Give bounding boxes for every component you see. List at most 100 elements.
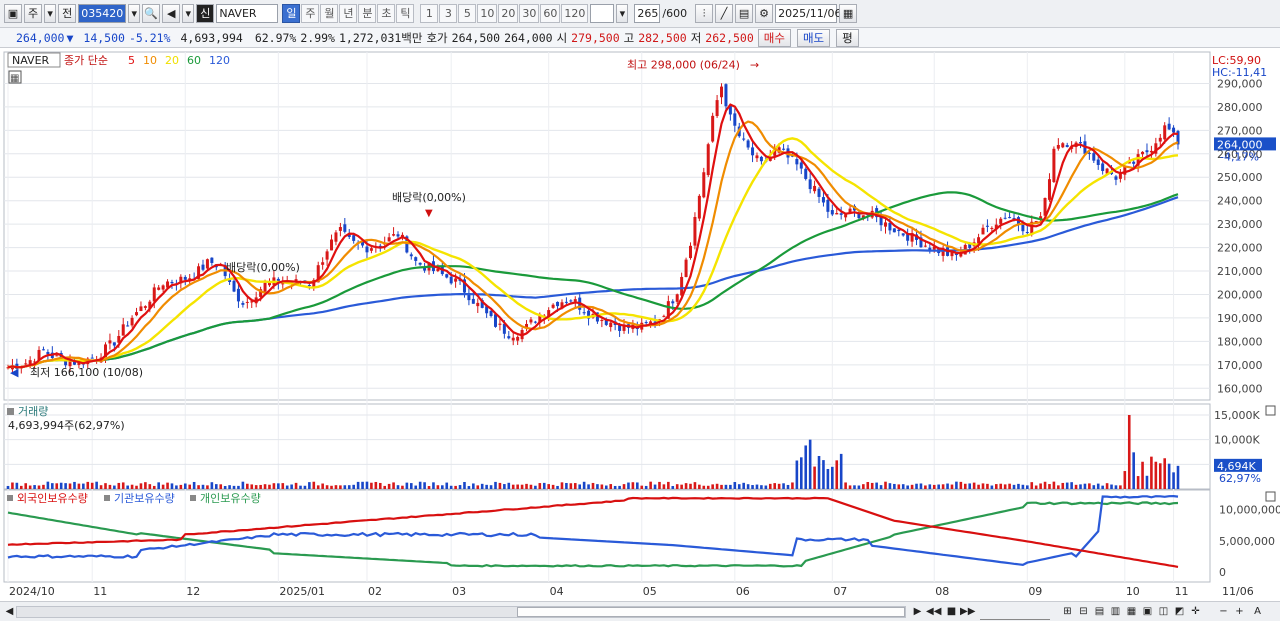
layout-icon-3[interactable]: ▤ xyxy=(1094,606,1105,617)
sound-dropdown-icon[interactable]: ▾ xyxy=(182,4,195,23)
layout-icon-4[interactable]: ▥ xyxy=(1110,606,1121,617)
calendar-icon[interactable]: ▦ xyxy=(839,4,858,23)
layout-icon-6[interactable]: ▣ xyxy=(1142,606,1153,617)
layout-icon-2[interactable]: ⊟ xyxy=(1079,606,1088,617)
candle-body xyxy=(1163,125,1167,140)
candle-body xyxy=(259,289,263,297)
layout-icon-7[interactable]: ◫ xyxy=(1158,606,1169,617)
volume-bar xyxy=(578,484,582,489)
volume-panel-close-icon[interactable] xyxy=(1265,405,1276,416)
interval-tab-3[interactable]: 3 xyxy=(439,4,458,23)
period-tab-5[interactable]: 초 xyxy=(377,4,396,23)
volume-bar xyxy=(817,455,821,489)
stock-name-field[interactable]: NAVER xyxy=(216,4,279,23)
stop-icon[interactable]: ■ xyxy=(946,606,957,617)
current-pct-label: -4,17% xyxy=(1220,150,1259,163)
volume-bar xyxy=(28,485,32,489)
ma-10-line xyxy=(7,120,1179,369)
volume-bar xyxy=(82,483,85,489)
interval-tab-120[interactable]: 120 xyxy=(561,4,589,23)
candle-body xyxy=(720,86,724,98)
candle-body xyxy=(476,302,480,307)
font-size-icon[interactable]: A xyxy=(1254,606,1261,617)
layout-icon-8[interactable]: ◩ xyxy=(1174,606,1185,617)
zoom-slider[interactable] xyxy=(980,604,1050,620)
interval-dropdown-icon[interactable]: ▾ xyxy=(616,4,629,23)
candle-body xyxy=(343,224,347,232)
candle-body xyxy=(994,224,998,230)
volume-bar xyxy=(206,485,209,489)
candle-body xyxy=(839,213,843,215)
new-stock-button[interactable]: 신 xyxy=(196,4,215,23)
settings-icon[interactable]: ⚙ xyxy=(755,4,774,23)
interval-custom-input[interactable] xyxy=(590,4,615,23)
eval-button[interactable]: 평 xyxy=(836,28,859,47)
period-tab-2[interactable]: 월 xyxy=(320,4,339,23)
candle-body xyxy=(1079,142,1082,144)
candle-body xyxy=(897,229,901,232)
legend-table-icon[interactable] xyxy=(8,70,22,84)
candle-body xyxy=(653,321,657,323)
holdings-panel-close-icon[interactable] xyxy=(1265,491,1276,502)
buy-button[interactable]: 매수 xyxy=(757,28,791,47)
date-input[interactable]: 2025/11/06 xyxy=(775,4,841,23)
period-tab-1[interactable]: 주 xyxy=(301,4,320,23)
period-tab-4[interactable]: 분 xyxy=(358,4,377,23)
interval-tab-30[interactable]: 30 xyxy=(519,4,540,23)
volume-bar xyxy=(1039,483,1042,489)
prev-button[interactable]: 전 xyxy=(58,4,77,23)
interval-tabs: 1 3 5 10 20 30 60 120 xyxy=(420,4,589,23)
sound-icon[interactable]: ◀ xyxy=(162,4,181,23)
interval-tab-20[interactable]: 20 xyxy=(498,4,519,23)
scrollbar-track[interactable] xyxy=(16,606,906,618)
volume-bar xyxy=(698,484,701,489)
footer-bar: ◀ ▶ ◀◀ ■ ▶▶ ⊞ ⊟ ▤ ▥ ▦ ▣ ◫ ◩ ✛ − + A xyxy=(0,601,1280,621)
period-tab-3[interactable]: 년 xyxy=(339,4,358,23)
chart-type-icon[interactable]: ⫶ xyxy=(695,4,714,23)
volume-bar xyxy=(339,485,342,489)
interval-tab-5[interactable]: 5 xyxy=(458,4,477,23)
volume-bar xyxy=(1096,483,1100,489)
count-input[interactable]: 265 xyxy=(634,4,661,23)
candle-body xyxy=(361,240,365,246)
rewind-icon[interactable]: ◀◀ xyxy=(926,606,942,617)
candle-body xyxy=(848,208,852,213)
current-price-tag xyxy=(1214,137,1276,151)
volume-bar xyxy=(463,481,466,489)
stock-chart[interactable]: 160,000 170,000 180,000 190,000 200,000 210,0… xyxy=(0,49,1280,601)
scroll-left-icon[interactable]: ◀ xyxy=(5,606,14,617)
volume-bar xyxy=(777,483,781,489)
window-menu-icon[interactable]: ▣ xyxy=(4,4,22,23)
volume-bar xyxy=(853,485,856,489)
stock-code-input[interactable]: 035420 xyxy=(78,4,127,23)
date-tick-label: 11 xyxy=(93,585,107,598)
zoom-out-icon[interactable]: − xyxy=(1219,606,1228,617)
crosshair-icon[interactable]: ✛ xyxy=(1191,606,1200,617)
market-dropdown-icon[interactable]: ▾ xyxy=(44,4,57,23)
interval-tab-60[interactable]: 60 xyxy=(540,4,561,23)
forward-icon[interactable]: ▶▶ xyxy=(960,606,976,617)
market-select[interactable]: 주 xyxy=(24,4,43,23)
interval-tab-10[interactable]: 10 xyxy=(477,4,498,23)
code-dropdown-icon[interactable]: ▾ xyxy=(128,4,141,23)
period-tab-6[interactable]: 틱 xyxy=(396,4,415,23)
candle-body xyxy=(932,246,936,250)
period-tab-0[interactable]: 일 xyxy=(282,4,301,23)
holdings-legend-swatch xyxy=(7,495,13,501)
volume-bar xyxy=(161,484,165,489)
volume-bar xyxy=(494,481,497,489)
zoom-in-icon[interactable]: + xyxy=(1235,606,1244,617)
interval-tab-1[interactable]: 1 xyxy=(420,4,439,23)
search-icon[interactable]: 🔍 xyxy=(142,4,161,23)
candle-body xyxy=(157,287,161,290)
sell-button[interactable]: 매도 xyxy=(796,28,831,47)
layout-icon-1[interactable]: ⊞ xyxy=(1063,606,1072,617)
scroll-right-icon[interactable]: ▶ xyxy=(913,606,922,617)
current-price: 264,000 xyxy=(16,30,65,45)
scrollbar-thumb[interactable] xyxy=(517,607,905,617)
layout-icon-5[interactable]: ▦ xyxy=(1126,606,1137,617)
candle-body xyxy=(507,336,511,339)
save-icon[interactable]: ▤ xyxy=(735,4,754,23)
draw-tool-icon[interactable]: ╱ xyxy=(715,4,734,23)
price-tick-label: 160,000 xyxy=(1217,382,1263,395)
